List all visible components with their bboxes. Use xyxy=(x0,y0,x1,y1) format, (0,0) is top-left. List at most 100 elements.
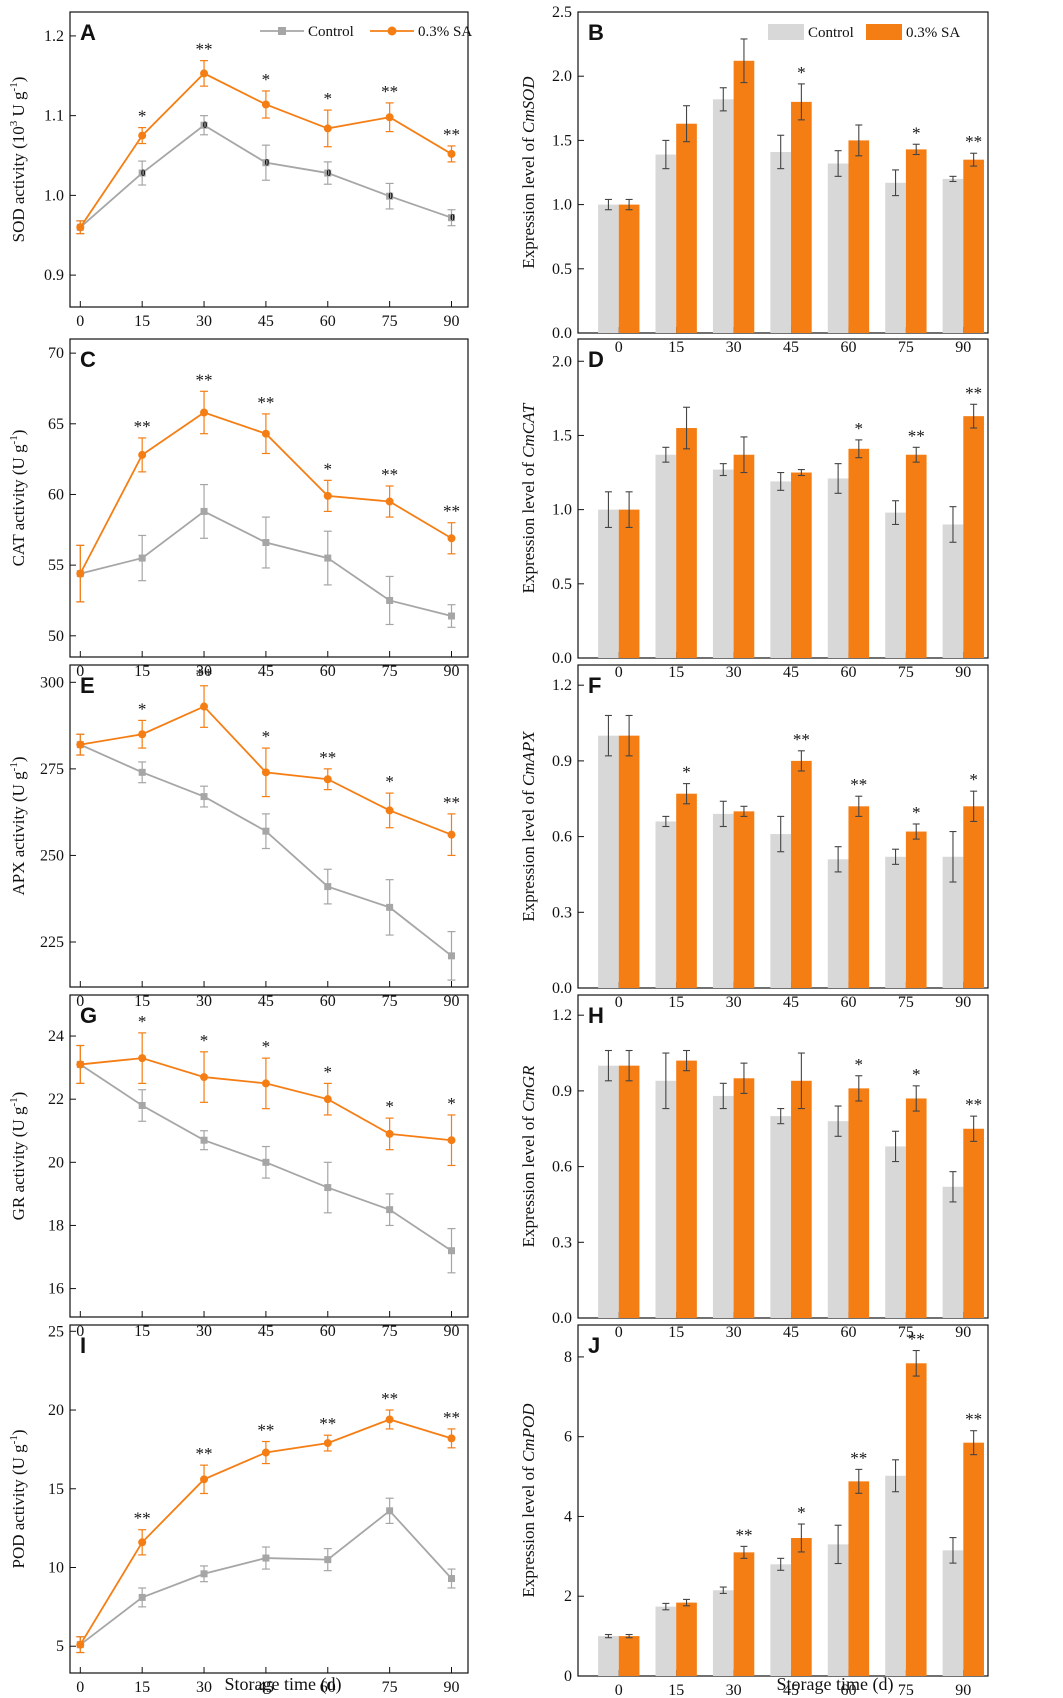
x-tick-label: 60 xyxy=(320,313,336,330)
sa-data-point xyxy=(385,806,394,815)
control-data-point xyxy=(262,1158,270,1166)
control-bar xyxy=(598,509,619,658)
control-data-point xyxy=(324,1184,332,1192)
panel-letter-f: F xyxy=(588,673,601,698)
x-tick-label: 90 xyxy=(444,1679,460,1696)
y-axis-label: Expression level of CmCAT xyxy=(519,402,538,593)
significance-marker: * xyxy=(324,1062,333,1081)
control-bar xyxy=(770,1564,792,1676)
significance-marker: * xyxy=(138,107,147,126)
y-tick-label: 0.0 xyxy=(552,650,572,667)
control-bar xyxy=(770,834,792,988)
sa-data-point xyxy=(138,1538,147,1547)
control-bar xyxy=(827,1121,849,1318)
x-tick-label: 15 xyxy=(134,1679,150,1696)
significance-marker: ** xyxy=(319,748,336,767)
panel-letter-b: B xyxy=(588,20,604,45)
x-tick-label: 60 xyxy=(320,1679,336,1696)
significance-marker: * xyxy=(262,1037,271,1056)
legend-control-swatch xyxy=(768,24,804,40)
y-tick-label: 8 xyxy=(564,1349,572,1366)
sa-data-point xyxy=(138,730,147,739)
legend-sa-label: 0.3% SA xyxy=(906,25,960,41)
x-tick-label: 75 xyxy=(382,993,398,1010)
x-tick-label: 75 xyxy=(382,1679,398,1696)
sa-data-point xyxy=(447,149,456,158)
x-tick-label: 30 xyxy=(196,993,212,1010)
y-tick-label: 0.0 xyxy=(552,1310,572,1327)
y-tick-label: 275 xyxy=(40,761,64,778)
control-data-point xyxy=(324,883,332,891)
control-bar xyxy=(885,182,906,333)
sa-bar xyxy=(733,60,755,334)
significance-marker: * xyxy=(855,419,864,438)
y-tick-label: 1.0 xyxy=(552,502,572,519)
significance-marker: ** xyxy=(381,1389,398,1408)
x-tick-label: 0 xyxy=(615,994,623,1011)
significance-marker: ** xyxy=(443,502,460,521)
sa-data-point xyxy=(385,1129,394,1138)
significance-marker: * xyxy=(138,1012,147,1031)
y-tick-label: 60 xyxy=(48,486,64,503)
sa-bar xyxy=(791,101,812,333)
legend-control-marker xyxy=(278,27,286,35)
y-axis-label: Expression level of CmAPX xyxy=(519,731,538,922)
y-tick-label: 0.6 xyxy=(552,829,572,846)
sa-bar xyxy=(963,416,984,658)
significance-marker: * xyxy=(324,459,333,478)
y-tick-label: 0 xyxy=(564,1668,572,1685)
significance-marker: ** xyxy=(196,665,213,684)
significance-marker: * xyxy=(912,1065,921,1084)
x-tick-label: 90 xyxy=(444,1323,460,1340)
y-tick-label: 0.6 xyxy=(552,1159,572,1176)
significance-marker: * xyxy=(385,772,394,791)
x-tick-label: 15 xyxy=(134,313,150,330)
plot-frame xyxy=(69,664,469,988)
control-bar xyxy=(942,1550,964,1676)
y-tick-label: 50 xyxy=(48,628,64,645)
sa-data-point xyxy=(261,1079,270,1088)
control-data-point xyxy=(138,1101,146,1109)
significance-marker: ** xyxy=(908,1330,925,1349)
sa-data-point xyxy=(261,429,270,438)
y-tick-label: 10 xyxy=(48,1559,64,1576)
x-tick-label: 90 xyxy=(444,663,460,680)
x-tick-label: 75 xyxy=(898,339,914,356)
y-tick-label: 70 xyxy=(48,345,64,362)
legend-sa-label: 0.3% SA xyxy=(418,24,472,40)
sa-bar xyxy=(676,793,697,988)
panel-h: 0.0 0.3 0.6 0.9 1.2 H Expression level of CmGR… xyxy=(519,994,989,1341)
control-data-point xyxy=(262,539,270,547)
sa-bar xyxy=(905,1098,927,1318)
significance-marker: ** xyxy=(908,426,925,445)
x-tick-label: 60 xyxy=(840,994,856,1011)
sa-data-point xyxy=(323,1095,332,1104)
sa-data-point xyxy=(385,113,394,122)
sa-bar xyxy=(905,454,927,658)
sa-data-point xyxy=(200,69,209,78)
sa-data-point xyxy=(447,830,456,839)
sa-data-point xyxy=(138,1054,147,1063)
y-tick-label: 24 xyxy=(48,1028,64,1045)
panel-letter-c: C xyxy=(80,347,96,372)
sa-data-point xyxy=(323,491,332,500)
x-tick-label: 15 xyxy=(668,1324,684,1341)
control-data-point xyxy=(200,1570,208,1578)
x-tick-label: 75 xyxy=(382,663,398,680)
y-tick-label: 16 xyxy=(48,1281,64,1298)
legend-control-label: Control xyxy=(308,24,354,40)
x-tick-label: 45 xyxy=(258,1679,274,1696)
sa-bar xyxy=(618,509,640,658)
y-tick-label: 0.0 xyxy=(552,980,572,997)
panel-a: 0.9 1.0 1.1 1.2 A SOD activity (103 U g-1) 0 15… xyxy=(8,11,472,330)
y-tick-label: 1.1 xyxy=(44,108,64,125)
point-annotation: 0 xyxy=(265,158,270,168)
point-annotation: 0 xyxy=(327,168,332,178)
control-data-point xyxy=(200,793,208,801)
control-data-point xyxy=(386,1206,394,1214)
x-tick-label: 15 xyxy=(134,993,150,1010)
sa-bar xyxy=(905,1363,927,1676)
control-bar xyxy=(827,1544,849,1676)
y-tick-label: 0.5 xyxy=(552,261,572,278)
